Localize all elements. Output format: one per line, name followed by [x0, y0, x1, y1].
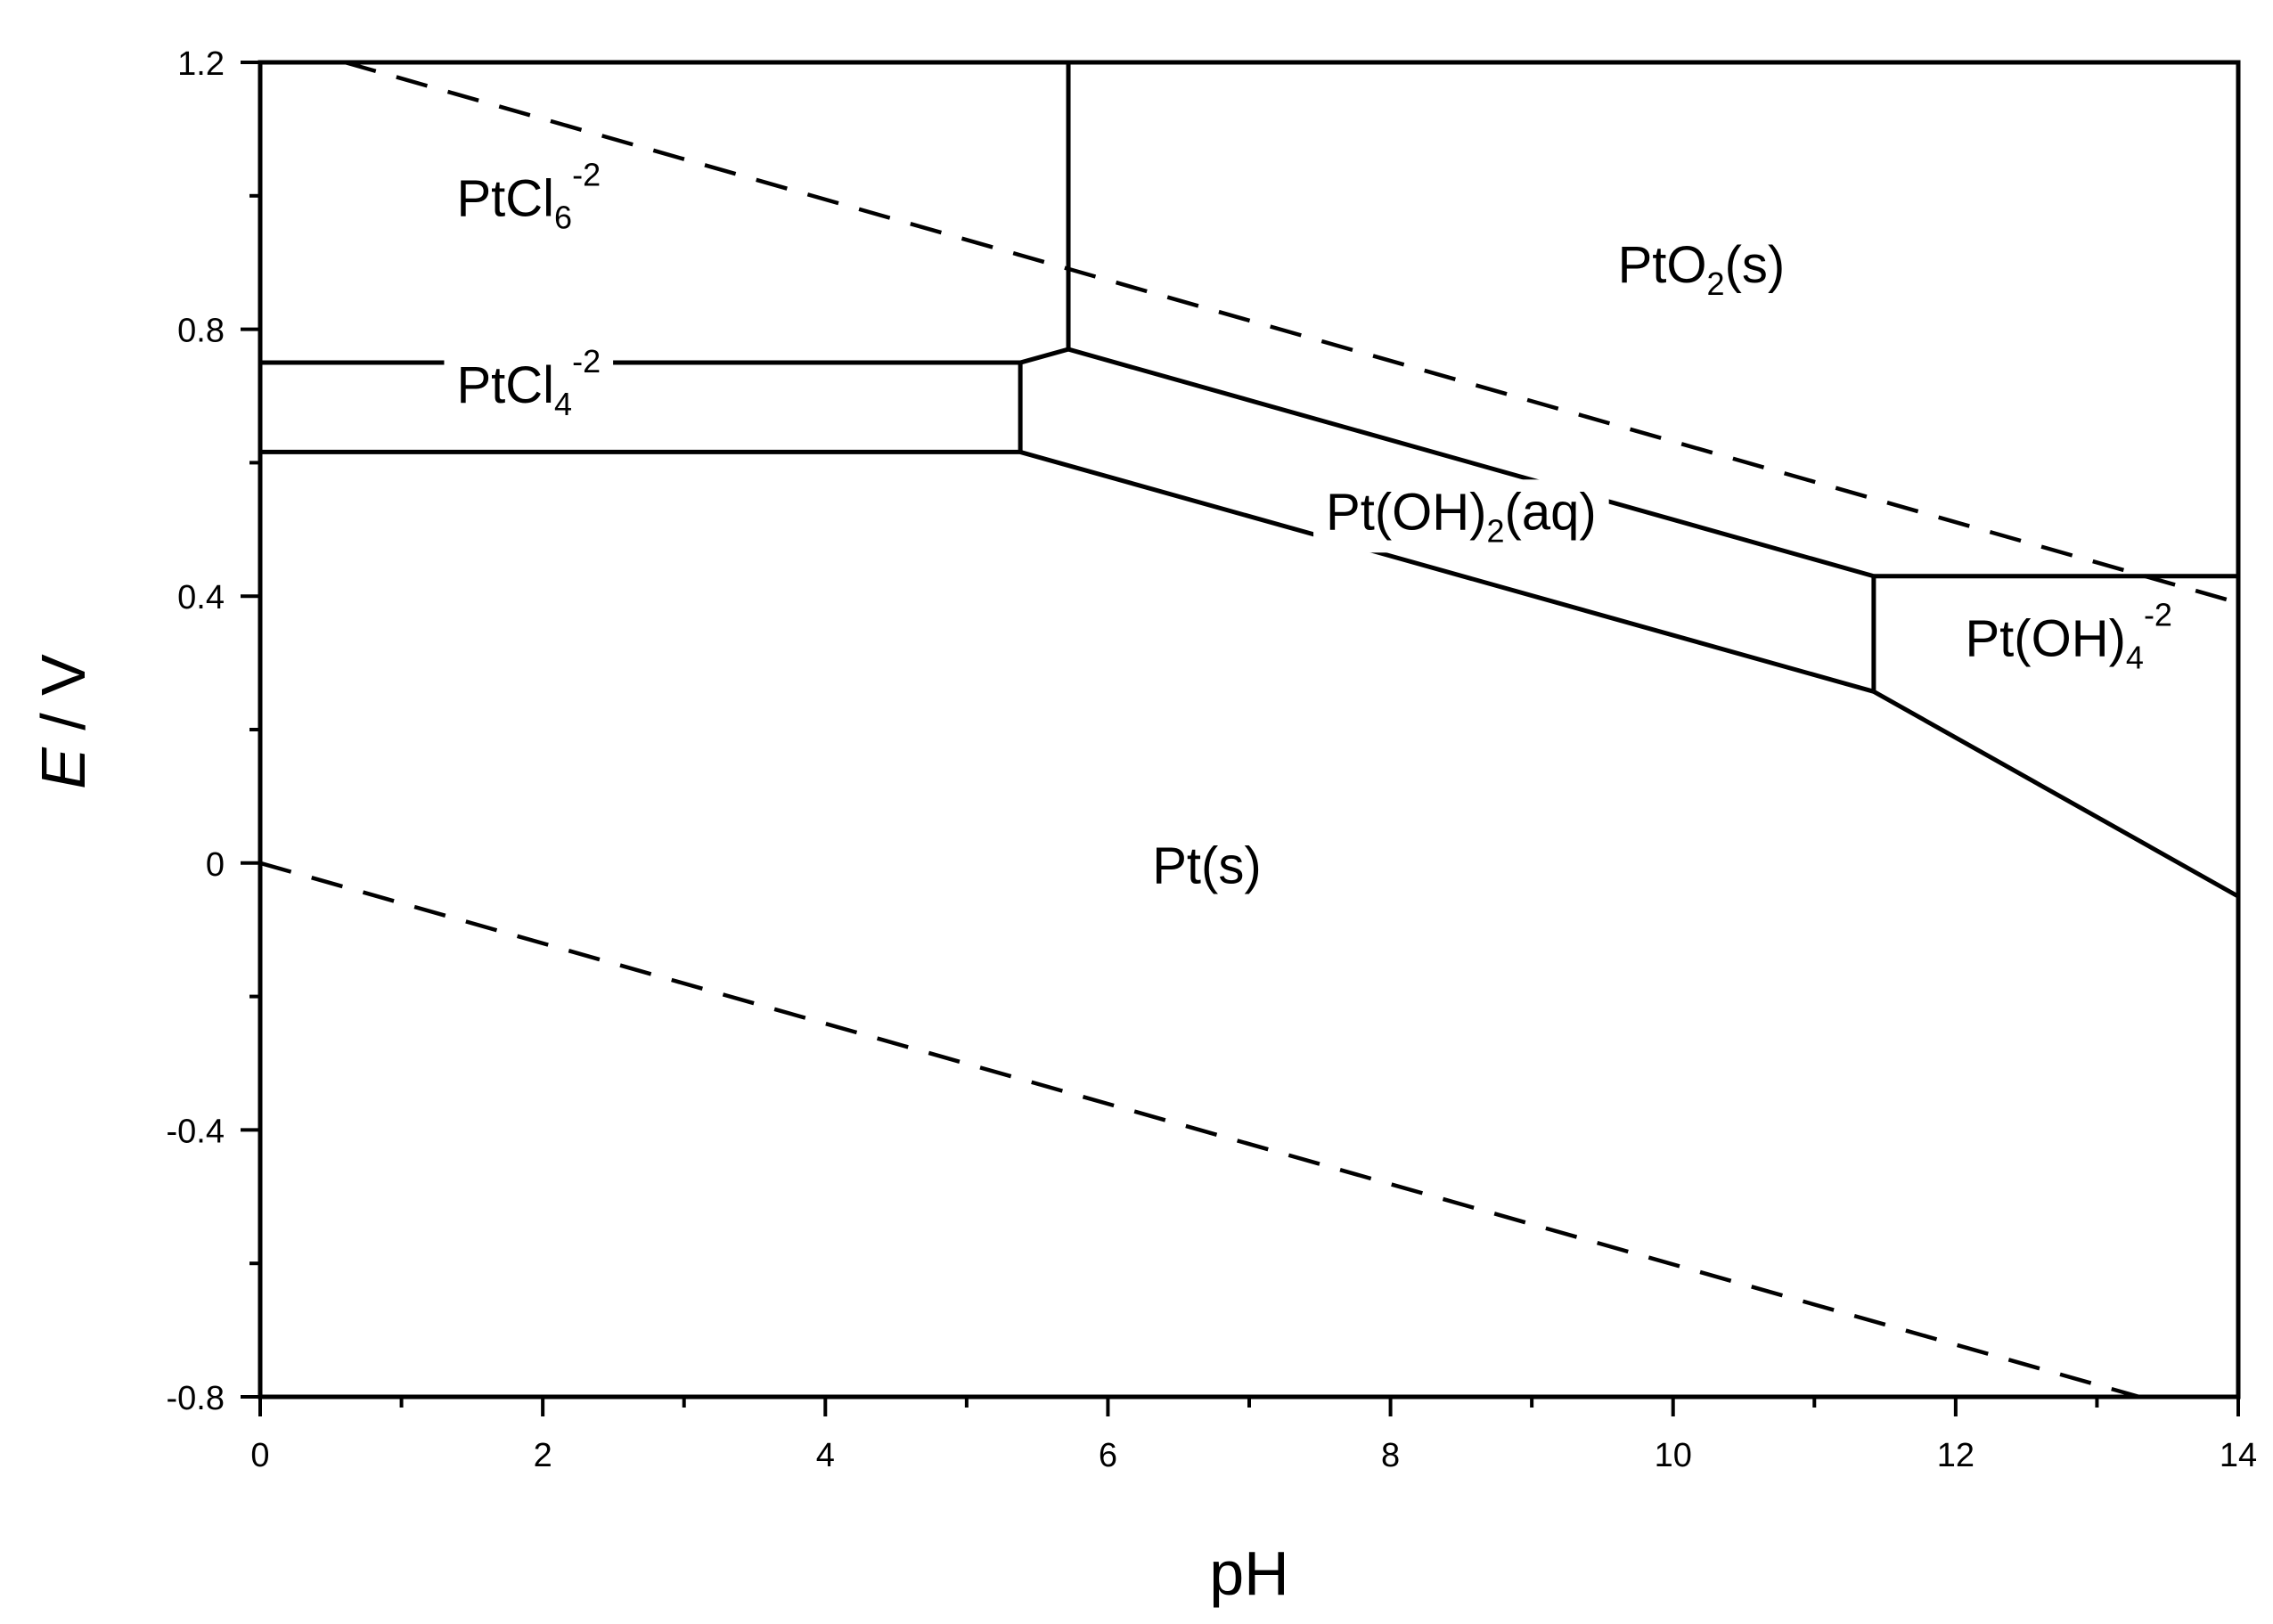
region-label-background	[1140, 833, 1274, 899]
y-tick-label: 0.8	[177, 313, 225, 350]
axis-ticks: 0 2 4 6 8 10 12 14 -0.8 -0.4 0 0.4 0.8 1.2	[167, 45, 2258, 1474]
water-stability-line-2	[259, 861, 2140, 1400]
water-stability-lines	[259, 60, 2239, 1400]
region-label: PtO2(s)	[1618, 236, 1786, 302]
phase-boundary-line-2	[260, 347, 1069, 365]
region-labels: PtCl6-2 PtCl4-2 PtO2(s) Pt(OH)2(aq) Pt(OH)4-…	[456, 156, 2171, 894]
region-label: PtCl4-2	[456, 343, 601, 422]
x-tick-label: 10	[1655, 1437, 1692, 1474]
y-tick-label: 0	[206, 846, 225, 884]
y-tick-label: -0.4	[167, 1113, 225, 1150]
y-axis-title-unit: / V	[29, 654, 98, 747]
y-tick-label: 1.2	[177, 45, 225, 83]
region-label-background	[1605, 233, 1798, 306]
x-tick-label: 4	[816, 1437, 835, 1474]
y-axis-title-symbol: E	[29, 747, 98, 789]
x-tick-label: 12	[1937, 1437, 1975, 1474]
x-tick-label: 6	[1099, 1437, 1117, 1474]
phase-boundary-line-5	[1067, 347, 1875, 579]
y-tick-label: -0.8	[167, 1380, 225, 1417]
y-tick-label: 0.4	[177, 579, 225, 616]
phase-boundary-line-6	[1019, 450, 1875, 694]
x-axis-title: pH	[1209, 1538, 1288, 1608]
x-tick-label: 2	[534, 1437, 552, 1474]
region-label-background	[1952, 592, 2185, 680]
region-label-background	[444, 339, 614, 426]
region-label-background	[1313, 479, 1609, 553]
region-label: Pt(s)	[1152, 836, 1261, 894]
region-label: PtCl6-2	[456, 156, 601, 235]
y-axis-title: E / V	[29, 654, 98, 789]
region-label: Pt(OH)2(aq)	[1326, 483, 1597, 549]
region-label: Pt(OH)4-2	[1965, 597, 2171, 676]
x-tick-label: 0	[250, 1437, 269, 1474]
region-label-background	[444, 152, 614, 240]
phase-boundary-line-9	[1872, 690, 2240, 899]
water-stability-line-1	[344, 60, 2239, 605]
x-tick-label: 14	[2220, 1437, 2257, 1474]
label-backgrounds	[444, 152, 2185, 899]
x-tick-label: 8	[1381, 1437, 1400, 1474]
